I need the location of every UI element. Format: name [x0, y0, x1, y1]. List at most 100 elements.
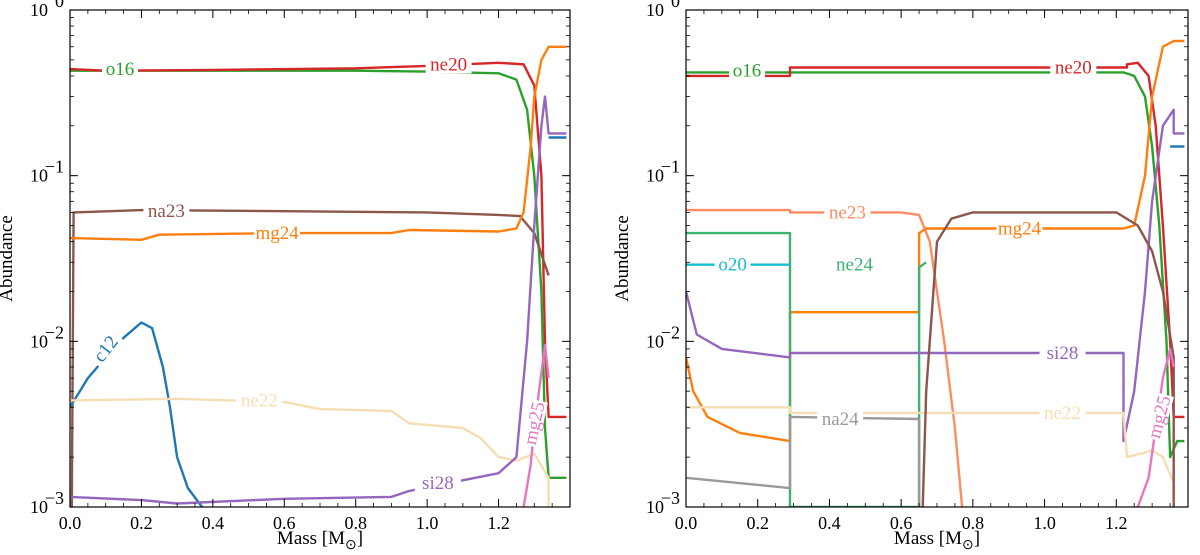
mg24-label-group: mg24 [996, 217, 1043, 240]
ne22-line [686, 406, 1175, 484]
x-tick-label: 1.0 [416, 513, 439, 533]
ne24-label-bg [831, 253, 878, 274]
mg24-label: mg24 [998, 219, 1042, 240]
y-tick-label: 10 [646, 497, 664, 517]
na23-line [70, 208, 550, 507]
y-tick-exponent: 0 [671, 0, 680, 11]
o16-label-group: o16 [102, 58, 138, 80]
y-tick-exponent: −2 [661, 322, 680, 342]
na23-label: na23 [148, 201, 185, 222]
x-axis-label-sub: ⊙ [345, 538, 357, 553]
si28-label: si28 [422, 473, 454, 494]
mg25-label-bg [518, 398, 548, 448]
x-tick-label: 0.0 [59, 513, 82, 533]
ne23-line [686, 208, 964, 507]
o20-label-bg [714, 253, 751, 274]
mg24-label-group: mg24 [254, 222, 301, 244]
c12-label-group: c12 [85, 327, 124, 369]
ne23-label: ne23 [829, 202, 866, 223]
si28-label: si28 [1047, 343, 1079, 364]
mg24-line [70, 45, 567, 241]
mg24-label: mg24 [255, 223, 299, 244]
chart-panel-2: o16 ne20 ne23 mg24 ne24 o20 si28 ne22 na24 mg25 0.… [612, 0, 1189, 553]
y-tick-label: 10 [646, 331, 664, 351]
si28-label-bg [1039, 342, 1086, 362]
ne22-label-bg [1039, 401, 1086, 422]
x-axis-label-main: Mass [M [894, 528, 962, 549]
x-tick-label: 1.0 [1033, 513, 1056, 533]
ne22-line [70, 397, 550, 507]
x-tick-label: 1.2 [487, 513, 510, 533]
ne20-label-group: ne20 [425, 53, 472, 75]
o16-label-bg [102, 58, 138, 79]
si28-line [686, 108, 1185, 443]
y-axis-label: Abundance [612, 215, 633, 302]
y-axis-label: Abundance [0, 215, 17, 302]
na24-label-bg [817, 408, 864, 428]
ne22-label: ne22 [1044, 403, 1081, 424]
ne20-line [686, 61, 1185, 419]
x-tick-label: 0.2 [130, 513, 153, 533]
ne20-label-group: ne20 [1050, 56, 1097, 79]
y-tick-exponent: −3 [45, 488, 64, 508]
plot-frame [685, 9, 1189, 508]
ne22-label-group: ne22 [1039, 401, 1086, 424]
x-tick-label: 0.6 [890, 513, 913, 533]
x-tick-label: 0.8 [962, 513, 985, 533]
ne22-label-group: ne22 [236, 389, 283, 411]
mg24-label-bg [996, 217, 1043, 238]
chart-panel-1: o16 ne20 na23 mg24 c12 ne22 si28 mg25 0.0 0.2 0.4 0… [0, 0, 571, 553]
x-tick-label: 0.4 [202, 513, 225, 533]
o16-label-bg [729, 59, 765, 80]
curves [70, 45, 567, 507]
x-axis-label: Mass [M⊙] [277, 528, 363, 553]
y-tick-exponent: −2 [45, 322, 64, 342]
ne20-line [70, 61, 567, 419]
si28-line [70, 95, 567, 505]
x-axis-label-close: ] [974, 528, 980, 549]
o20-label-group: o20 [714, 253, 751, 276]
mg24-line [686, 39, 1185, 443]
na24-label-group: na24 [817, 408, 864, 430]
x-axis-label-sub: ⊙ [962, 538, 974, 553]
y-tick-label: 10 [30, 166, 48, 186]
x-tick-label: 0.6 [273, 513, 296, 533]
o20-label: o20 [718, 255, 747, 276]
ne20-label-bg [1050, 56, 1097, 77]
o16-label: o16 [106, 59, 135, 80]
na24-line [686, 415, 921, 507]
ne24-label-group: ne24 [831, 253, 878, 276]
o16-line [70, 69, 567, 479]
o16-line [686, 71, 1185, 459]
ne22-label-bg [236, 389, 283, 410]
si28-label-bg [414, 471, 461, 492]
c12-line [70, 321, 204, 507]
y-tick-label: 10 [30, 497, 48, 517]
plot-frame [69, 9, 571, 508]
y-tick-label: 10 [30, 331, 48, 351]
y-tick-exponent: −3 [661, 488, 680, 508]
curves [686, 39, 1185, 507]
x-tick-label: 0.2 [746, 513, 769, 533]
ne23-label-group: ne23 [824, 201, 871, 223]
ne22-label: ne22 [241, 390, 278, 411]
x-tick-label: 0.4 [818, 513, 841, 533]
ne24-line [686, 231, 927, 507]
unlabeled-line [921, 211, 1175, 507]
y-tick-label: 10 [30, 0, 48, 20]
x-axis-label: Mass [M⊙] [894, 528, 980, 553]
ne24-label: ne24 [836, 255, 873, 276]
mg25-label-group: mg25 [518, 398, 550, 448]
mg25-label: mg25 [1144, 393, 1175, 440]
x-tick-label: 0.8 [344, 513, 367, 533]
x-tick-label: 1.2 [1105, 513, 1128, 533]
mg25-label-group: mg25 [1142, 391, 1176, 442]
o16-label: o16 [733, 61, 762, 82]
na24-label: na24 [822, 409, 859, 430]
y-tick-label: 10 [646, 0, 664, 20]
o16-label-group: o16 [729, 59, 765, 82]
y-tick-exponent: −1 [45, 157, 64, 177]
y-tick-label: 10 [646, 166, 664, 186]
y-tick-exponent: 0 [55, 0, 64, 11]
